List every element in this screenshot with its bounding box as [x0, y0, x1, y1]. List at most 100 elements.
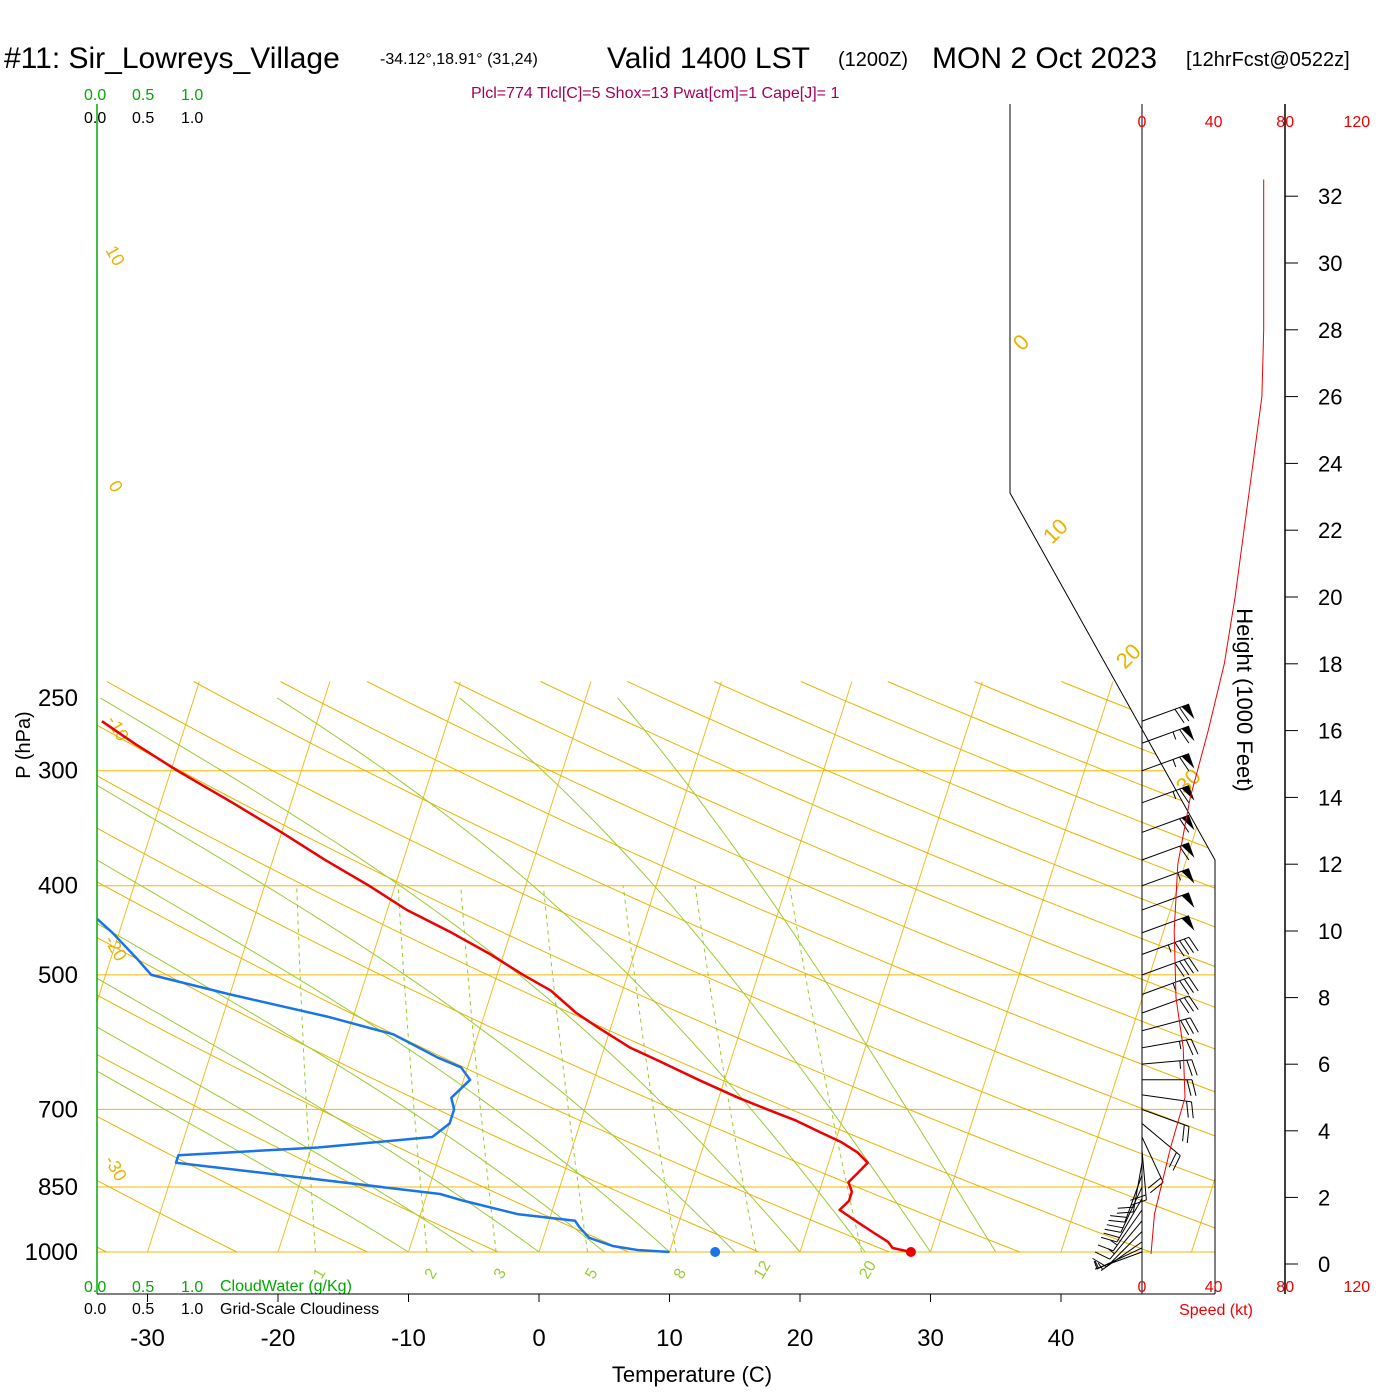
height-tick-label: 8	[1318, 986, 1330, 1011]
wind-speed-profile	[1150, 179, 1265, 1255]
wind-barb-staff	[1141, 936, 1190, 955]
wind-speed-line	[1150, 179, 1265, 1255]
height-tick-label: 32	[1318, 184, 1342, 209]
wind-barb	[1141, 995, 1199, 1014]
wind-barb-staff	[1106, 1231, 1143, 1268]
wind-barb-full	[1191, 1059, 1198, 1076]
dry-adiabat	[627, 681, 1215, 1253]
wind-barb-staff	[1141, 1108, 1190, 1127]
cloud-top-black-0: 0.0	[84, 110, 106, 127]
moist-adiabat	[97, 784, 736, 1253]
height-tick-label: 28	[1318, 318, 1342, 343]
pressure-tick-400: 400	[38, 873, 78, 900]
wind-barb	[1141, 703, 1195, 724]
mixing-ratio-line	[622, 885, 677, 1253]
pressure-tick-300: 300	[38, 758, 78, 785]
mixing-ratio-label: 5	[582, 1266, 601, 1282]
axes: P (hPa) Temperature (C) Height (1000 Fee…	[13, 114, 1370, 1387]
forecast-info: [12hrFcst@0522z]	[1186, 49, 1350, 71]
dry-adiabat	[1061, 681, 1215, 1253]
y-axis-title: P (hPa)	[13, 711, 35, 778]
cloud-top-black-1: 0.5	[132, 110, 154, 127]
dry-adiabat-label: 0	[1008, 329, 1034, 355]
wind-barb-full	[1179, 729, 1190, 744]
wind-barb-staff	[1141, 915, 1190, 934]
wind-barb-full	[1117, 1206, 1135, 1209]
wind-barb	[1141, 1123, 1181, 1171]
surface-temperature-marker	[905, 1247, 916, 1257]
wind-barb-half	[1177, 872, 1181, 881]
wind-barb-staff	[1141, 1150, 1147, 1200]
wind-barb-full	[1130, 1194, 1147, 1201]
wind-barb-half	[1093, 1260, 1098, 1269]
wind-barb-full	[1168, 1152, 1177, 1168]
height-tick-label: 30	[1318, 251, 1342, 276]
wind-barb-full	[1179, 707, 1190, 722]
wind-barb-full	[1101, 1236, 1118, 1243]
wind-barb-full	[1191, 1079, 1197, 1096]
wind-barb-full	[1188, 977, 1199, 992]
wind-barb-full	[1183, 959, 1194, 974]
wind-barb-full	[1174, 962, 1185, 977]
mixing-ratio-label: 2	[422, 1266, 441, 1282]
height-tick-label: 16	[1318, 719, 1342, 744]
dry-adiabat	[97, 681, 368, 1253]
zulu-time: (1200Z)	[838, 49, 908, 71]
surface-dewpoint-marker	[710, 1247, 721, 1257]
isotherm	[669, 681, 853, 1253]
isotherm	[408, 681, 592, 1253]
dewpoint-line	[97, 917, 670, 1254]
height-axis-title: Height (1000 Feet)	[1232, 608, 1257, 791]
wind-barb-full	[1186, 1079, 1192, 1096]
dry-adiabat	[97, 681, 238, 1253]
wind-barb-full	[1172, 1155, 1181, 1171]
wind-barb-full	[1104, 1228, 1121, 1233]
wind-barb-full	[1180, 1020, 1190, 1036]
dry-adiabat	[97, 681, 1021, 1253]
isotherm	[147, 681, 331, 1253]
wind-barb-half	[1172, 791, 1177, 800]
mixing-ratio-label: 3	[491, 1266, 510, 1282]
dry-adiabat	[97, 681, 499, 1253]
wind-barb-full	[1097, 1244, 1114, 1252]
cloud-top-green-1: 0.5	[132, 87, 154, 104]
wind-barb-staff	[1112, 1209, 1143, 1252]
wind-barb-full	[1108, 1219, 1125, 1223]
height-tick-label: 20	[1318, 585, 1342, 610]
moist-adiabat	[459, 697, 931, 1253]
isotherm	[799, 681, 983, 1253]
plot-frame	[96, 104, 1286, 1295]
wind-barb-full	[1188, 957, 1199, 972]
mixing-ratio-label: 20	[856, 1258, 880, 1282]
wind-barb-full	[1189, 1017, 1199, 1033]
mixing-ratio-line	[397, 885, 428, 1253]
wind-barb	[1142, 1079, 1197, 1096]
moist-adiabat	[97, 922, 605, 1253]
wind-barb-staff	[1141, 785, 1190, 804]
isotherm	[930, 681, 1114, 1253]
wind-barb-flag	[1181, 842, 1195, 858]
pressure-tick-500: 500	[38, 962, 78, 989]
x-tick-label: 0	[532, 1325, 545, 1352]
moist-adiabat	[97, 859, 670, 1253]
moist-adiabat	[617, 697, 997, 1253]
cloud-top-green-2: 1.0	[181, 87, 203, 104]
wind-barb-full	[1179, 940, 1190, 955]
height-tick-label: 4	[1318, 1119, 1330, 1144]
wind-barb-full	[1130, 1199, 1147, 1206]
dry-adiabat	[713, 681, 1215, 1253]
dry-adiabat-label: 10	[1038, 514, 1073, 549]
wind-barb	[1141, 753, 1195, 772]
wind-barb	[1141, 976, 1199, 995]
wind-barb-staff	[1120, 1186, 1143, 1233]
mixing-ratio-line	[542, 885, 589, 1253]
wind-barb-flag	[1181, 815, 1195, 831]
x-tick-label: -10	[391, 1325, 426, 1352]
sounding-indices: Plcl=774 Tlcl[C]=5 Shox=13 Pwat[cm]=1 Ca…	[471, 85, 839, 102]
pressure-tick-250: 250	[38, 685, 78, 712]
wind-barb	[1141, 785, 1195, 804]
height-tick-label: 24	[1318, 451, 1342, 476]
dry-adiabat	[97, 681, 629, 1253]
